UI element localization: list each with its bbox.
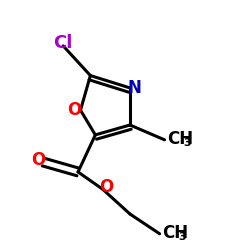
Text: O: O [67,101,82,119]
Text: 3: 3 [178,232,186,242]
Text: 3: 3 [183,138,191,148]
Text: Cl: Cl [54,34,73,52]
Text: CH: CH [162,224,188,242]
Text: CH: CH [167,130,193,148]
Text: O: O [99,178,114,196]
Text: N: N [128,79,142,97]
Text: O: O [31,150,46,168]
